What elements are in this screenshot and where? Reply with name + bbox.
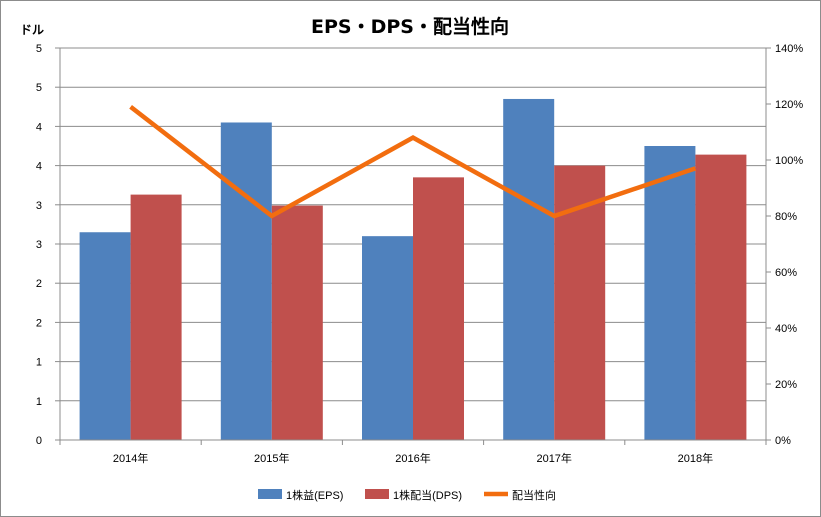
bar-series [79, 98, 747, 441]
axes [55, 47, 771, 445]
right-axis-ticks: 0% 20% 40% 60% 80% 100% 120% 140% [775, 43, 803, 447]
x-axis-ticks: 2014年 2015年 2016年 2017年 2018年 [113, 451, 713, 465]
bar [79, 232, 131, 440]
bar [130, 194, 182, 440]
right-tick-label: 40% [775, 323, 797, 335]
right-tick-label: 0% [775, 435, 791, 447]
bar [220, 122, 272, 440]
legend-label: 1株配当(DPS) [393, 488, 462, 502]
series-line [129, 105, 697, 219]
left-tick-label: 2 [36, 317, 42, 329]
left-tick-label: 1 [36, 357, 42, 369]
right-tick-label: 120% [775, 99, 803, 111]
legend-label: 配当性向 [512, 488, 556, 502]
legend-label: 1株益(EPS) [286, 488, 343, 502]
left-tick-label: 1 [36, 396, 42, 408]
x-tick-label: 2016年 [395, 451, 430, 465]
x-tick-label: 2015年 [254, 451, 289, 465]
bar [644, 146, 696, 440]
bar [503, 98, 555, 441]
x-tick-label: 2018年 [678, 451, 713, 465]
legend-bar-swatch [258, 489, 282, 499]
right-tick-label: 20% [775, 379, 797, 391]
left-axis-ticks: 0 1 1 2 2 3 3 4 4 5 5 [36, 43, 42, 447]
left-tick-label: 2 [36, 278, 42, 290]
legend: 1株益(EPS) 1株配当(DPS) 配当性向 [258, 488, 556, 502]
bar [695, 154, 747, 440]
right-tick-label: 140% [775, 43, 803, 55]
legend-bar-swatch [365, 489, 389, 499]
bar [413, 177, 464, 441]
x-tick-label: 2014年 [113, 451, 148, 465]
bar [362, 236, 413, 440]
left-tick-label: 3 [36, 200, 42, 212]
bar [271, 205, 323, 440]
x-tick-label: 2017年 [536, 451, 571, 465]
left-tick-label: 3 [36, 239, 42, 251]
right-tick-label: 80% [775, 211, 797, 223]
chart-title: EPS・DPS・配当性向 [311, 15, 509, 38]
left-tick-label: 5 [36, 82, 42, 94]
left-tick-label: 4 [36, 121, 42, 133]
left-tick-label: 5 [36, 43, 42, 55]
right-tick-label: 60% [775, 267, 797, 279]
y-axis-unit: ドル [20, 23, 44, 37]
line-series [129, 105, 697, 219]
left-tick-label: 0 [36, 435, 42, 447]
left-tick-label: 4 [36, 161, 42, 173]
right-tick-label: 100% [775, 155, 803, 167]
